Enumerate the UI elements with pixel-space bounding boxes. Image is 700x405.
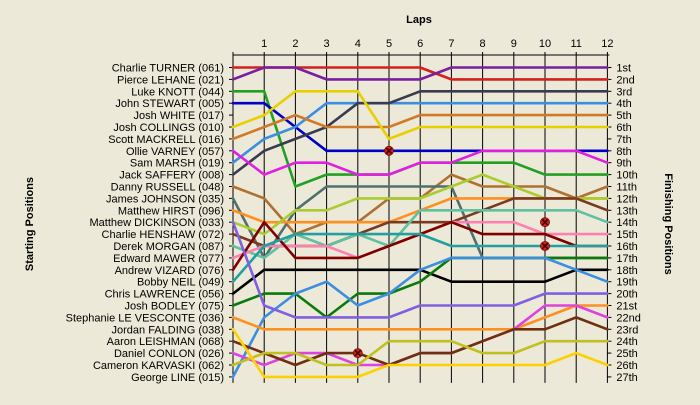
labels: Charlie TURNER (061)Pierce LEHANE (021)L… — [66, 63, 641, 384]
starting-position-label: Danny RUSSELL (048) — [111, 182, 224, 194]
starting-position-label: Matthew DICKINSON (033) — [90, 217, 224, 229]
finishing-position-label: 10th — [616, 170, 637, 182]
lap-tick-label: 8 — [480, 38, 486, 50]
series-line — [231, 90, 609, 141]
starting-position-label: Pierce LEHANE (021) — [117, 74, 224, 86]
series-line — [231, 66, 609, 81]
finishing-position-label: 15th — [616, 229, 637, 241]
lap-tick-label: 1 — [261, 38, 267, 50]
y-axis-label-right: Finishing Positions — [662, 173, 674, 274]
starting-position-label: Aaron LEISHMAN (068) — [107, 336, 224, 348]
y-axis-label-left: Starting Positions — [24, 177, 36, 271]
starting-position-label: Josh BODLEY (075) — [125, 301, 224, 313]
series-line — [231, 101, 609, 164]
lap-tick-label: 6 — [417, 38, 423, 50]
starting-position-label: Scott MACKRELL (016) — [108, 134, 224, 146]
starting-position-label: Bobby NEIL (049) — [137, 277, 224, 289]
finishing-position-label: 21st — [616, 301, 637, 313]
series-line — [231, 113, 609, 141]
finishing-position-label: 8th — [616, 146, 631, 158]
starting-position-label: Derek MORGAN (087) — [113, 241, 224, 253]
retirement-marker — [352, 348, 363, 359]
starting-position-label: Jack SAFFERY (008) — [119, 170, 224, 182]
finishing-position-label: 18th — [616, 265, 637, 277]
starting-position-label: George LINE (015) — [131, 372, 224, 384]
series-lines — [231, 66, 609, 379]
finishing-position-label: 1st — [616, 63, 631, 75]
retirement-marker — [540, 241, 550, 251]
finishing-position-label: 6th — [616, 122, 631, 134]
series-line — [231, 327, 609, 379]
finishing-position-label: 20th — [616, 289, 637, 301]
retirement-marker — [384, 145, 394, 156]
series-line — [231, 220, 609, 319]
series-line — [231, 304, 609, 331]
finishing-position-label: 23rd — [616, 324, 638, 336]
starting-position-label: Edward MAWER (077) — [113, 253, 224, 265]
series-line — [231, 339, 609, 367]
lap-tick-label: 12 — [601, 38, 613, 50]
starting-position-label: Andrew VIZARD (076) — [115, 265, 224, 277]
starting-position-label: Charlie HENSHAW (072) — [102, 229, 224, 241]
starting-position-label: Luke KNOTT (044) — [131, 86, 224, 98]
starting-position-label: Sam MARSH (019) — [130, 158, 224, 170]
lap-tick-label: 10 — [539, 38, 551, 50]
finishing-position-label: 25th — [616, 348, 637, 360]
lap-tick-label: 4 — [355, 38, 361, 50]
series-line — [231, 149, 609, 176]
finishing-position-label: 2nd — [616, 74, 634, 86]
finishing-position-label: 16th — [616, 241, 637, 253]
series-line — [231, 90, 609, 176]
lap-tick-label: 2 — [292, 38, 298, 50]
finishing-position-label: 26th — [616, 360, 637, 372]
retirement-marker — [540, 217, 550, 228]
finishing-position-label: 7th — [616, 134, 631, 146]
finishing-position-label: 12th — [616, 193, 637, 205]
starting-position-label: Charlie TURNER (061) — [112, 63, 224, 75]
starting-position-label: Chris LAWRENCE (056) — [105, 289, 224, 301]
series-line — [231, 316, 609, 367]
lap-tick-label: 7 — [448, 38, 454, 50]
chart-title: Laps — [406, 14, 432, 26]
starting-position-label: Josh WHITE (017) — [134, 110, 224, 122]
retirement-markers — [352, 145, 550, 359]
finishing-position-label: 9th — [616, 158, 631, 170]
finishing-position-label: 14th — [616, 217, 637, 229]
starting-position-label: Stephanie LE VESCONTE (036) — [66, 312, 224, 324]
starting-position-label: Cameron KARVASKI (062) — [93, 360, 224, 372]
finishing-position-label: 19th — [616, 277, 637, 289]
lap-tick-label: 3 — [324, 38, 330, 50]
finishing-position-label: 24th — [616, 336, 637, 348]
finishing-position-label: 13th — [616, 205, 637, 217]
lap-tick-label: 5 — [386, 38, 392, 50]
finishing-position-label: 17th — [616, 253, 637, 265]
finishing-position-label: 4th — [616, 98, 631, 110]
starting-position-label: John STEWART (005) — [115, 98, 224, 110]
starting-position-label: Josh COLLINGS (010) — [113, 122, 224, 134]
series-line — [231, 256, 609, 379]
starting-position-label: Jordan FALDING (038) — [112, 324, 225, 336]
starting-position-label: Matthew HIRST (096) — [118, 205, 224, 217]
lap-tick-label: 9 — [511, 38, 517, 50]
finishing-position-label: 27th — [616, 372, 637, 384]
starting-position-label: James JOHNSON (035) — [106, 193, 224, 205]
finishing-position-label: 3rd — [616, 86, 632, 98]
finishing-position-label: 5th — [616, 110, 631, 122]
finishing-position-label: 22nd — [616, 312, 640, 324]
lap-tick-label: 11 — [570, 38, 581, 50]
starting-position-label: Ollie VARNEY (057) — [126, 146, 224, 158]
finishing-position-label: 11th — [616, 182, 637, 194]
starting-position-label: Daniel CONLON (026) — [114, 348, 224, 360]
